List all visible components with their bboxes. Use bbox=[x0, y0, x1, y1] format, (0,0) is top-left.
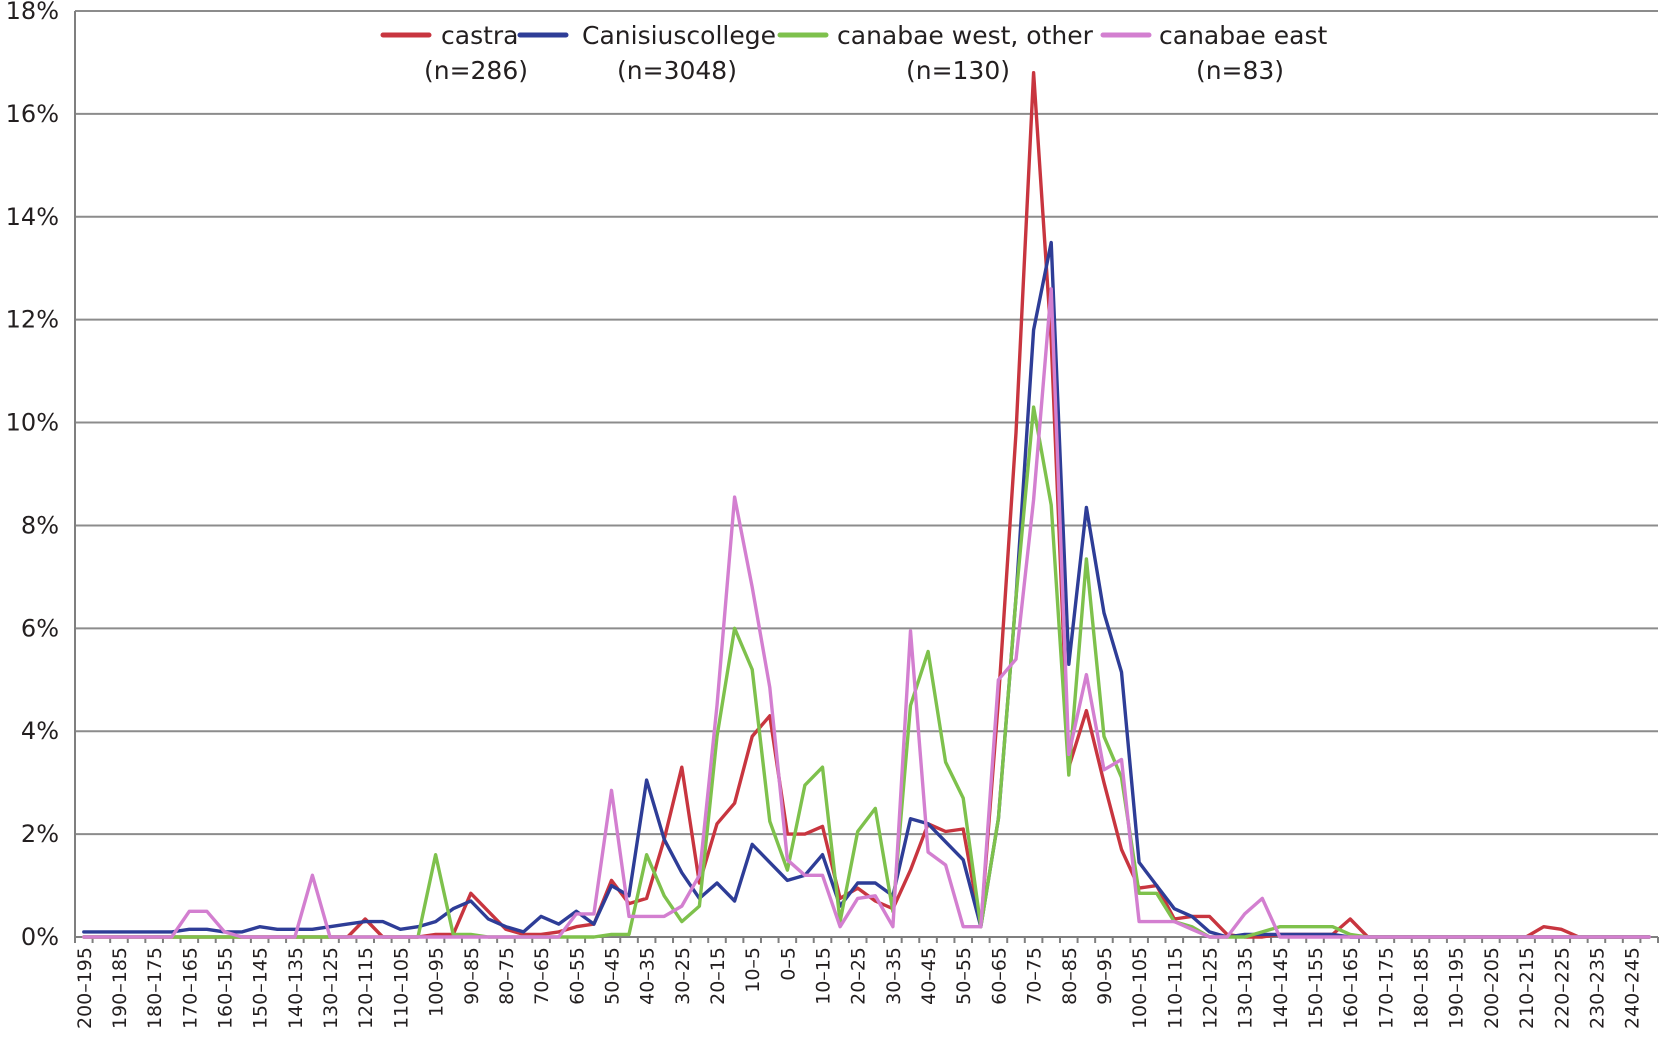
x-tick-label: 50–55 bbox=[953, 947, 975, 1005]
x-tick-label: 100–105 bbox=[1129, 947, 1151, 1029]
x-tick-label: 60–65 bbox=[988, 947, 1010, 1005]
x-tick-label: 140–135 bbox=[285, 947, 307, 1029]
x-tick-label: 230–235 bbox=[1586, 947, 1608, 1029]
legend-item: canabae west, other (n=130) bbox=[777, 21, 1094, 85]
series-lines bbox=[82, 70, 1651, 939]
x-tick-label: 20–15 bbox=[707, 947, 729, 1005]
x-tick-label: 60–55 bbox=[566, 947, 588, 1005]
x-tick-label: 150–145 bbox=[250, 947, 272, 1029]
x-tick-label: 150–155 bbox=[1305, 947, 1327, 1029]
y-tick-label: 4% bbox=[21, 717, 59, 745]
x-tick-label: 0–5 bbox=[777, 947, 799, 981]
x-tick-label: 80–85 bbox=[1059, 947, 1081, 1005]
y-tick-label: 2% bbox=[21, 820, 59, 848]
legend-count: (n=83) bbox=[1196, 56, 1284, 85]
x-tick-label: 210–215 bbox=[1516, 947, 1538, 1029]
legend-item: Canisiuscollege (n=3048) bbox=[517, 21, 776, 85]
legend-item: castra (n=286) bbox=[380, 21, 528, 85]
legend-label: castra bbox=[441, 21, 519, 50]
x-tick-label: 10–5 bbox=[742, 947, 764, 993]
x-tick-label: 130–125 bbox=[320, 947, 342, 1029]
x-tick-label: 120–115 bbox=[355, 947, 377, 1029]
x-tick-label: 90–85 bbox=[461, 947, 483, 1005]
x-tick-label: 160–165 bbox=[1340, 947, 1362, 1029]
legend-label: canabae west, other bbox=[837, 21, 1094, 50]
y-tick-label: 10% bbox=[6, 409, 59, 437]
legend-label: canabae east bbox=[1159, 21, 1327, 50]
y-tick-label: 12% bbox=[6, 306, 59, 334]
x-tick-label: 130–135 bbox=[1235, 947, 1257, 1029]
x-tick-label: 140–145 bbox=[1270, 947, 1292, 1029]
x-tick-label: 50–45 bbox=[601, 947, 623, 1005]
x-tick-label: 200–205 bbox=[1481, 947, 1503, 1029]
x-tick-label: 180–185 bbox=[1411, 947, 1433, 1029]
x-tick-label: 100–95 bbox=[426, 947, 448, 1017]
x-tick-label: 170–175 bbox=[1375, 947, 1397, 1029]
x-tick-label: 70–75 bbox=[1024, 947, 1046, 1005]
x-tick-label: 110–115 bbox=[1164, 947, 1186, 1029]
legend-count: (n=286) bbox=[424, 56, 528, 85]
legend-label: Canisiuscollege bbox=[582, 21, 776, 50]
x-tick-label: 110–105 bbox=[390, 947, 412, 1029]
x-tick-label: 80–75 bbox=[496, 947, 518, 1005]
x-tick-label: 190–195 bbox=[1446, 947, 1468, 1029]
series-line-canabae-east bbox=[82, 287, 1651, 939]
y-tick-label: 6% bbox=[21, 614, 59, 642]
x-tick-label: 220–225 bbox=[1551, 947, 1573, 1029]
x-tick-label: 190–185 bbox=[109, 947, 131, 1029]
legend-count: (n=3048) bbox=[617, 56, 737, 85]
axes bbox=[74, 11, 1659, 943]
series-line-canisiuscollege bbox=[82, 240, 1651, 939]
x-tick-label: 10–15 bbox=[813, 947, 835, 1005]
x-tick-label: 160–155 bbox=[215, 947, 237, 1029]
legend: castra (n=286) Canisiuscollege (n=3048) cana… bbox=[380, 21, 1327, 85]
series-line-castra bbox=[82, 70, 1651, 939]
x-tick-label: 30–35 bbox=[883, 947, 905, 1005]
x-tick-label: 90–95 bbox=[1094, 947, 1116, 1005]
legend-item: canabae east (n=83) bbox=[1100, 21, 1327, 85]
x-tick-label: 180–175 bbox=[144, 947, 166, 1029]
x-tick-label: 170–165 bbox=[179, 947, 201, 1029]
x-tick-label: 200–195 bbox=[74, 947, 96, 1029]
y-tick-label: 18% bbox=[6, 0, 59, 25]
x-tick-label: 240–245 bbox=[1622, 947, 1644, 1029]
y-tick-label: 14% bbox=[6, 203, 59, 231]
x-tick-label: 40–45 bbox=[918, 947, 940, 1005]
y-axis-tick-labels: 0% 2% 4% 6% 8% 10% 12% 14% 16% 18% bbox=[6, 0, 59, 951]
x-tick-label: 120–125 bbox=[1199, 947, 1221, 1029]
x-tick-label: 70–65 bbox=[531, 947, 553, 1005]
y-tick-label: 16% bbox=[6, 100, 59, 128]
series-line-canabae-west-other bbox=[82, 405, 1651, 939]
x-tick-label: 20–25 bbox=[848, 947, 870, 1005]
y-tick-label: 0% bbox=[21, 923, 59, 951]
x-axis-tick-labels: 200–195 190–185 180–175 170–165 160–155 150–1… bbox=[74, 947, 1644, 1029]
gridlines bbox=[75, 10, 1658, 836]
y-tick-label: 8% bbox=[21, 511, 59, 539]
x-tick-label: 40–35 bbox=[637, 947, 659, 1005]
x-tick-label: 30–25 bbox=[672, 947, 694, 1005]
legend-count: (n=130) bbox=[906, 56, 1010, 85]
